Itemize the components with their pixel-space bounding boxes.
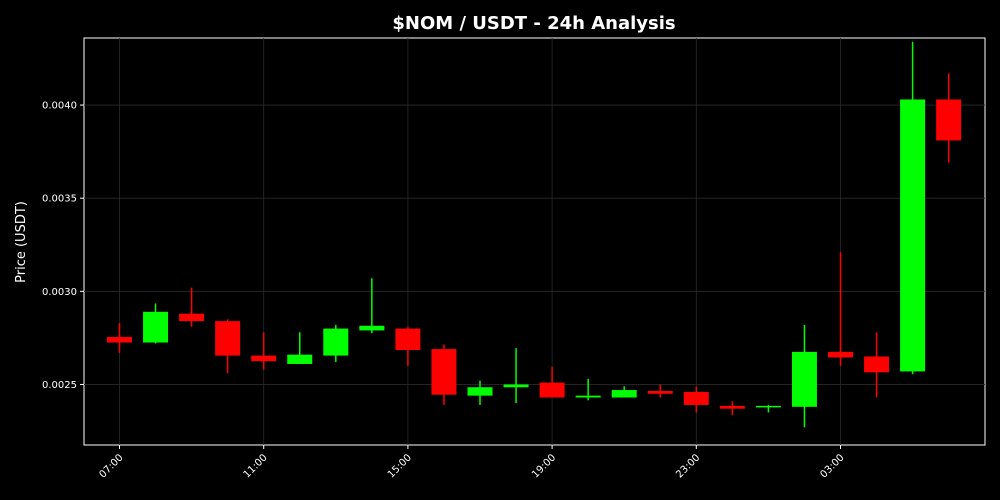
y-axis-label: Price (USDT) — [14, 201, 29, 283]
candle-body — [539, 382, 565, 398]
candle — [467, 380, 493, 405]
candle — [107, 322, 132, 353]
candle-body — [287, 354, 313, 364]
candle-body — [323, 328, 349, 356]
candle-body — [791, 351, 817, 407]
candle-body — [683, 391, 709, 405]
candle — [539, 366, 565, 398]
candle-body — [828, 351, 853, 358]
candle — [719, 401, 745, 416]
candle-body — [395, 328, 421, 351]
candle-body — [107, 336, 132, 343]
candle-body — [503, 384, 529, 388]
candle-body — [467, 387, 493, 396]
candle — [287, 332, 313, 364]
candle — [647, 384, 673, 398]
candle-body — [936, 99, 962, 141]
candle — [936, 73, 962, 163]
candle — [900, 41, 926, 375]
candle-body — [431, 349, 457, 395]
candle — [864, 332, 890, 398]
y-tick-label: 0.0030 — [42, 287, 77, 298]
candle — [791, 324, 817, 428]
candle — [683, 386, 709, 413]
candle — [503, 348, 529, 404]
candle — [215, 319, 241, 374]
candle — [431, 344, 457, 405]
candle — [179, 287, 205, 327]
candle-body — [179, 313, 205, 322]
candle — [611, 386, 637, 398]
candle — [575, 378, 601, 401]
candle-body — [755, 405, 781, 408]
candle-body — [143, 311, 169, 343]
candle — [828, 252, 853, 366]
candle-body — [647, 390, 673, 394]
candle — [395, 326, 421, 366]
chart-title: $NOM / USDT - 24h Analysis — [392, 13, 675, 34]
y-tick-label: 0.0035 — [42, 194, 77, 205]
plot-area — [83, 37, 986, 446]
candle-body — [575, 395, 601, 398]
candle-body — [900, 99, 926, 372]
candle-body — [215, 321, 241, 356]
candle — [323, 324, 349, 363]
candle-body — [611, 390, 637, 398]
grid-lines — [84, 38, 985, 445]
y-tick-label: 0.0025 — [42, 380, 77, 391]
candle — [359, 278, 385, 334]
candle-body — [251, 355, 277, 362]
candle-body — [359, 325, 385, 331]
candle-body — [719, 405, 745, 409]
candle — [755, 404, 781, 413]
y-tick-label: 0.0040 — [42, 101, 77, 112]
candle — [143, 303, 169, 344]
candle — [251, 332, 277, 370]
candle-body — [864, 356, 890, 373]
candles — [107, 41, 962, 428]
